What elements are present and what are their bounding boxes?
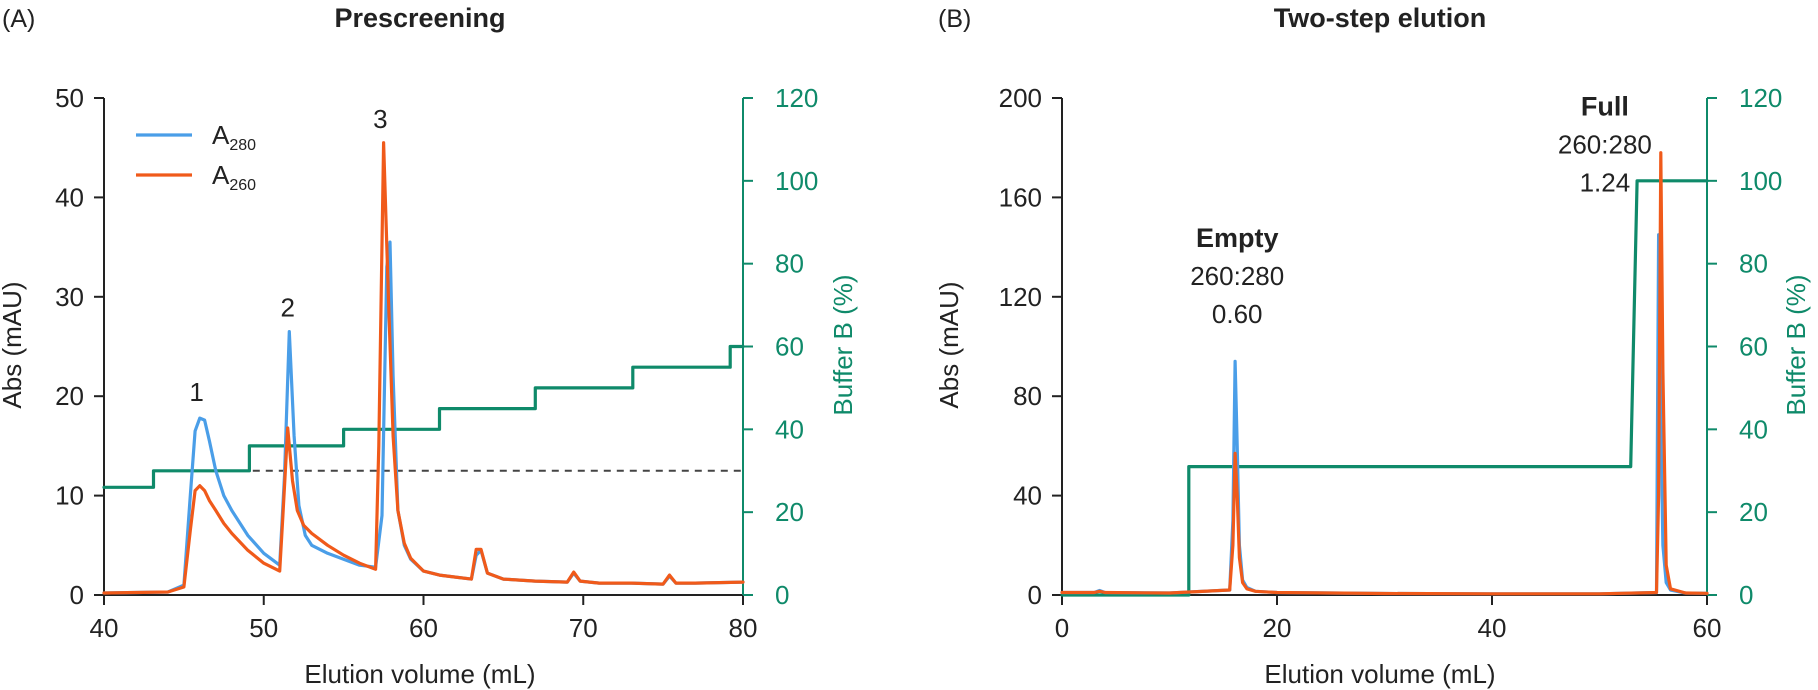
- panel-a-x-tick-label: 80: [729, 613, 758, 643]
- legend-base: A: [212, 120, 230, 150]
- panel-b-annotation-1-line-2: 1.24: [1580, 167, 1631, 197]
- panel-b-x-tick-label: 40: [1478, 613, 1507, 643]
- panel-a-y2-axis-label: Buffer B (%): [828, 274, 858, 415]
- panel-a-y2-tick-label: 80: [775, 249, 804, 279]
- panel-b-y2-tick-label: 40: [1739, 414, 1768, 444]
- legend-base: A: [212, 160, 230, 190]
- panel-a-x-tick-label: 50: [249, 613, 278, 643]
- panel-a-y2-tick-label: 40: [775, 414, 804, 444]
- panel-b-y-tick-label: 0: [1028, 580, 1042, 610]
- panel-a-legend-label-a280: A280: [212, 120, 256, 154]
- panel-a-y-tick-label: 50: [55, 83, 84, 113]
- panel-a-x-tick-label: 70: [569, 613, 598, 643]
- panel-a-y2-tick-label: 100: [775, 166, 818, 196]
- panel-b-title: Two-step elution: [1274, 3, 1486, 33]
- panel-a-peak-label-2: 2: [280, 293, 294, 323]
- panel-a-y2-tick-label: 20: [775, 497, 804, 527]
- panel-b-y2-tick-label: 80: [1739, 249, 1768, 279]
- panel-b-series-a260-line: [1060, 151, 1709, 596]
- panel-a-peak-label-3: 3: [373, 104, 387, 134]
- panel-b-series-buffer-line: [1060, 179, 1709, 597]
- panel-a-x-axis-label: Elution volume (mL): [304, 659, 535, 689]
- panel-a-prescreening: (A) Prescreening Elution volume (mL) Abs…: [0, 3, 858, 689]
- panel-b-label: (B): [938, 5, 971, 33]
- panel-a-y-axis-label: Abs (mAU): [0, 281, 27, 408]
- panel-a-y-tick-label: 40: [55, 182, 84, 212]
- panel-b-y-tick-label: 120: [999, 282, 1042, 312]
- panel-b-two-step-elution: (B) Two-step elution Elution volume (mL)…: [934, 3, 1811, 689]
- panel-b-series-a280-line: [1060, 233, 1709, 596]
- panel-b-x-tick-label: 60: [1693, 613, 1722, 643]
- panel-a-y2-tick-label: 0: [775, 580, 789, 610]
- legend-subscript: 260: [229, 177, 256, 194]
- panel-b-y-tick-label: 160: [999, 182, 1042, 212]
- panel-a-series-a280-line: [102, 240, 745, 595]
- panel-b-y-tick-label: 80: [1013, 381, 1042, 411]
- panel-b-y2-tick-label: 20: [1739, 497, 1768, 527]
- panel-b-y2-tick-label: 0: [1739, 580, 1753, 610]
- panel-b-y-tick-label: 40: [1013, 481, 1042, 511]
- panel-a-y2-tick-label: 60: [775, 332, 804, 362]
- panel-a-y2-tick-label: 120: [775, 83, 818, 113]
- panel-b-y2-tick-label: 120: [1739, 83, 1782, 113]
- panel-b-annotation-0-line-1: 260:280: [1190, 261, 1284, 291]
- panel-a-peak-label-1: 1: [189, 377, 203, 407]
- legend-subscript: 280: [229, 137, 256, 154]
- panel-b-annotation-0-line-0: Empty: [1196, 223, 1279, 253]
- panel-b-y2-axis-label: Buffer B (%): [1781, 274, 1811, 415]
- panel-a-x-tick-label: 60: [409, 613, 438, 643]
- panel-a-title: Prescreening: [334, 3, 505, 33]
- panel-a-label: (A): [2, 5, 35, 33]
- panel-a-y-tick-label: 30: [55, 282, 84, 312]
- panel-b-annotation-1-line-1: 260:280: [1558, 129, 1652, 159]
- panel-b-x-tick-label: 20: [1263, 613, 1292, 643]
- panel-a-y-tick-label: 0: [70, 580, 84, 610]
- panel-b-y2-tick-label: 100: [1739, 166, 1782, 196]
- panel-b-annotation-1-line-0: Full: [1581, 91, 1629, 121]
- panel-a-y-tick-label: 10: [55, 481, 84, 511]
- panel-a-y-tick-label: 20: [55, 381, 84, 411]
- panel-a-series-buffer-line: [102, 344, 745, 489]
- panel-b-y-axis-label: Abs (mAU): [934, 281, 964, 408]
- panel-b-x-tick-label: 0: [1055, 613, 1069, 643]
- panel-b-x-axis-label: Elution volume (mL): [1264, 659, 1495, 689]
- panel-a-series-a260-line: [102, 141, 745, 595]
- panel-b-y2-tick-label: 60: [1739, 332, 1768, 362]
- panel-a-legend-label-a260: A260: [212, 160, 256, 194]
- panel-b-y-tick-label: 200: [999, 83, 1042, 113]
- panel-b-annotation-0-line-2: 0.60: [1212, 299, 1263, 329]
- panel-a-x-tick-label: 40: [90, 613, 119, 643]
